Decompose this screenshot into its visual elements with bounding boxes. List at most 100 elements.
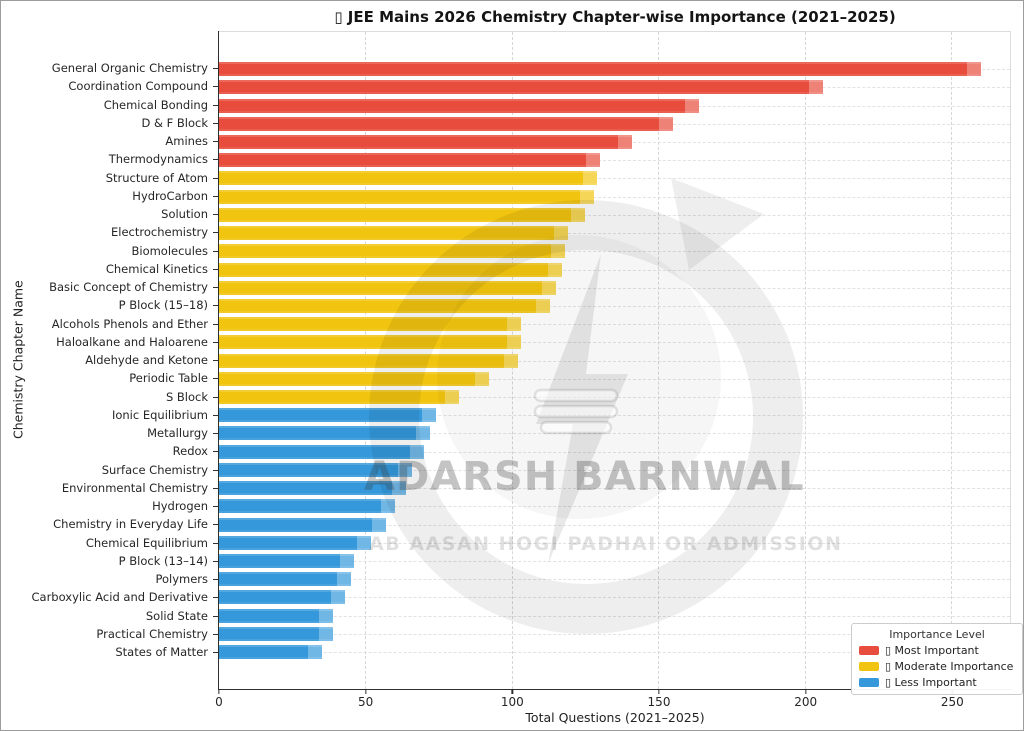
y-tick-label: General Organic Chemistry (1, 59, 218, 77)
bar-row (219, 534, 1010, 552)
bar-row (219, 169, 1010, 187)
y-tick-label: Basic Concept of Chemistry (1, 278, 218, 296)
legend-swatch-moderate (859, 662, 879, 671)
bar-moderate (219, 207, 586, 222)
bar-most (219, 62, 981, 77)
y-tick-label: Biomolecules (1, 242, 218, 260)
bar-row (219, 315, 1010, 333)
y-tick-label: Surface Chemistry (1, 461, 218, 479)
bar-most (219, 153, 600, 168)
y-tick-label: Carboxylic Acid and Derivative (1, 588, 218, 606)
bar-moderate (219, 390, 460, 405)
y-tick-label: Chemistry in Everyday Life (1, 515, 218, 533)
bar-row (219, 333, 1010, 351)
bar-less (219, 444, 425, 459)
bar-moderate (219, 317, 521, 332)
y-tick-label: Chemical Kinetics (1, 260, 218, 278)
y-tick-label: P Block (13–14) (1, 552, 218, 570)
bar-row (219, 643, 1010, 661)
legend-swatch-most (859, 646, 879, 655)
y-tick-label: Coordination Compound (1, 77, 218, 95)
x-tick-label: 100 (500, 695, 524, 709)
bar-moderate (219, 244, 565, 259)
bar-moderate (219, 226, 568, 241)
y-tick-label: Chemical Equilibrium (1, 534, 218, 552)
bar-row (219, 424, 1010, 442)
bar-row (219, 60, 1010, 78)
legend-label: ▯ Most Important (885, 644, 979, 657)
bar-row (219, 625, 1010, 643)
y-tick-label: Amines (1, 132, 218, 150)
x-tick-mark (511, 690, 513, 694)
y-tick-label: Thermodynamics (1, 150, 218, 168)
y-tick-label: Solution (1, 205, 218, 223)
bar-row (219, 570, 1010, 588)
bar-row (219, 242, 1010, 260)
bar-moderate (219, 189, 594, 204)
bar-less (219, 535, 372, 550)
bar-row (219, 370, 1010, 388)
bar-row (219, 78, 1010, 96)
bar-row (219, 515, 1010, 533)
y-tick-label: Ionic Equilibrium (1, 406, 218, 424)
legend-label: ▯ Moderate Importance (885, 660, 1014, 673)
chart-title: ▯ JEE Mains 2026 Chemistry Chapter-wise … (334, 8, 896, 26)
x-tick-mark (805, 690, 807, 694)
bar-row (219, 151, 1010, 169)
bar-row (219, 206, 1010, 224)
legend-swatch-less (859, 678, 879, 687)
bar-most (219, 116, 674, 131)
y-tick-label: Aldehyde and Ketone (1, 351, 218, 369)
bar-moderate (219, 335, 521, 350)
x-gridline (658, 32, 660, 689)
y-tick-label: Redox (1, 442, 218, 460)
bar-less (219, 426, 430, 441)
y-tick-label: Structure of Atom (1, 169, 218, 187)
bar-less (219, 590, 345, 605)
x-tick-label: 200 (794, 695, 818, 709)
y-axis-spine (217, 31, 219, 690)
bar-row (219, 279, 1010, 297)
y-tick-label: Environmental Chemistry (1, 479, 218, 497)
plot-area: ADARSH BARNWAL AB AASAN HOGI PADHAI OR A… (219, 31, 1023, 695)
bar-most (219, 134, 633, 149)
legend-item: ▯ Moderate Importance (859, 660, 1015, 673)
bar-row (219, 497, 1010, 515)
bar-row (219, 96, 1010, 114)
legend-title: Importance Level (889, 628, 985, 641)
x-tick-mark (218, 690, 220, 694)
legend-label: ▯ Less Important (885, 676, 977, 689)
y-tick-label: Polymers (1, 570, 218, 588)
bar-row (219, 588, 1010, 606)
bar-row (219, 188, 1010, 206)
bar-moderate (219, 280, 556, 295)
y-tick-label: HydroCarbon (1, 187, 218, 205)
x-axis-spine (217, 688, 1012, 690)
y-tick-label: Solid State (1, 607, 218, 625)
bar-row (219, 297, 1010, 315)
bar-row (219, 133, 1010, 151)
bar-less (219, 462, 413, 477)
bar-less (219, 645, 322, 660)
bar-moderate (219, 171, 597, 186)
y-tick-label: S Block (1, 388, 218, 406)
x-tick-label: 0 (215, 695, 223, 709)
y-tick-label: Haloalkane and Haloarene (1, 333, 218, 351)
x-tick-labels: 0 50 100 150 200 250 (215, 690, 1011, 712)
y-tick-label: Periodic Table (1, 369, 218, 387)
bar-row (219, 260, 1010, 278)
bar-less (219, 572, 351, 587)
bar-most (219, 80, 823, 95)
bar-less (219, 626, 334, 641)
bar-row (219, 388, 1010, 406)
y-tick-label: Practical Chemistry (1, 625, 218, 643)
bar-row (219, 352, 1010, 370)
legend-items: ▯ Most Important ▯ Moderate Importance ▯ L… (859, 644, 1015, 689)
x-tick-label: 150 (647, 695, 671, 709)
bar-less (219, 517, 386, 532)
bar-row (219, 461, 1010, 479)
x-tick-label: 250 (940, 695, 964, 709)
legend: Importance Level ▯ Most Important ▯ Moder… (851, 623, 1023, 695)
y-tick-label: P Block (15–18) (1, 296, 218, 314)
